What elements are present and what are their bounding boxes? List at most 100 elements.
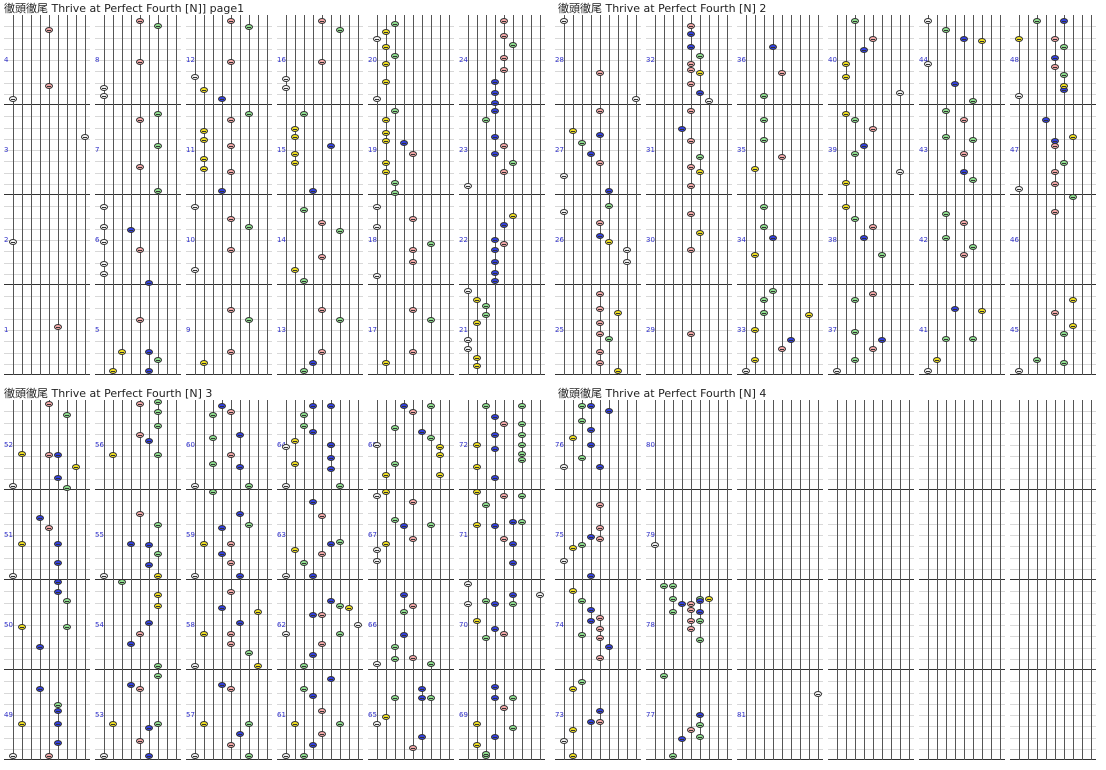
note-marker (18, 623, 26, 630)
note-marker (291, 151, 299, 158)
grid-line (646, 703, 732, 705)
note-marker (1051, 209, 1059, 216)
grid-line (4, 636, 90, 638)
measure-number: 20 (368, 56, 377, 64)
grid-line (368, 161, 454, 163)
grid-line (1010, 523, 1096, 525)
note-marker (560, 463, 568, 470)
note-marker (373, 720, 381, 727)
note-marker (227, 686, 235, 693)
grid-line (277, 737, 363, 739)
note-marker (473, 442, 481, 448)
note-marker (100, 573, 108, 580)
grid-line (95, 658, 181, 660)
note-marker (509, 212, 517, 219)
note-marker (191, 483, 199, 490)
chart-column: 65666768 (368, 400, 454, 760)
lane-line (864, 15, 865, 375)
lane-line (564, 15, 565, 375)
grid-line (95, 71, 181, 73)
grid-line (186, 445, 272, 446)
note-marker (63, 623, 71, 630)
note-marker (860, 142, 868, 149)
note-marker (382, 472, 390, 479)
grid-line (737, 512, 823, 514)
note-marker (45, 82, 53, 89)
grid-line (95, 161, 181, 163)
lane-line (727, 15, 728, 375)
measure-line (1010, 374, 1096, 375)
measure-line (828, 489, 914, 490)
note-marker (218, 550, 226, 557)
grid-line (919, 71, 1005, 73)
grid-line (4, 411, 90, 413)
grid-line (1010, 318, 1096, 320)
grid-line (919, 138, 1005, 140)
grid-line (646, 715, 732, 716)
note-marker (660, 673, 668, 680)
note-marker (500, 18, 508, 25)
grid-line (186, 138, 272, 140)
note-marker (109, 452, 117, 459)
note-marker (500, 32, 508, 39)
lane-line (295, 15, 296, 375)
measure-line (368, 284, 454, 285)
grid-line (459, 48, 545, 50)
grid-line (4, 48, 90, 50)
grid-line (1010, 341, 1096, 343)
note-marker (869, 125, 877, 132)
grid-line (828, 422, 914, 424)
grid-line (1010, 411, 1096, 413)
grid-line (1010, 363, 1096, 365)
grid-line (4, 352, 90, 354)
grid-line (646, 658, 732, 660)
note-marker (482, 311, 490, 318)
grid-line (1010, 82, 1096, 84)
grid-line (1010, 93, 1096, 95)
lane-line (800, 400, 801, 760)
grid-line (4, 602, 90, 604)
grid-line (277, 71, 363, 73)
note-marker (18, 720, 26, 727)
lane-line (286, 15, 287, 375)
grid-line (95, 591, 181, 593)
grid-line (95, 206, 181, 208)
note-marker (569, 727, 577, 734)
note-marker (509, 540, 517, 547)
note-marker (1015, 93, 1023, 100)
grid-line (4, 330, 90, 331)
grid-line (368, 296, 454, 298)
lane-line (955, 400, 956, 760)
note-marker (300, 559, 308, 566)
note-marker (491, 278, 499, 285)
note-marker (127, 226, 135, 233)
grid-line (555, 647, 641, 649)
lane-line (22, 15, 23, 375)
note-marker (696, 230, 704, 237)
grid-line (368, 206, 454, 208)
grid-line (459, 138, 545, 140)
grid-line (186, 341, 272, 343)
lane-line (1037, 400, 1038, 760)
grid-line (277, 262, 363, 264)
grid-line (277, 330, 363, 331)
note-marker (491, 694, 499, 701)
grid-line (919, 625, 1005, 626)
grid-line (828, 692, 914, 694)
grid-line (737, 82, 823, 84)
note-marker (569, 128, 577, 135)
measure-line (277, 579, 363, 580)
note-marker (200, 87, 208, 94)
note-marker (227, 348, 235, 355)
grid-line (828, 658, 914, 660)
grid-line (737, 737, 823, 739)
note-marker (851, 151, 859, 158)
note-marker (696, 69, 704, 76)
lane-line (386, 400, 387, 760)
note-marker (960, 35, 968, 42)
grid-line (277, 501, 363, 503)
note-marker (200, 359, 208, 366)
note-marker (578, 679, 586, 686)
note-marker (236, 431, 244, 438)
note-marker (596, 718, 604, 725)
